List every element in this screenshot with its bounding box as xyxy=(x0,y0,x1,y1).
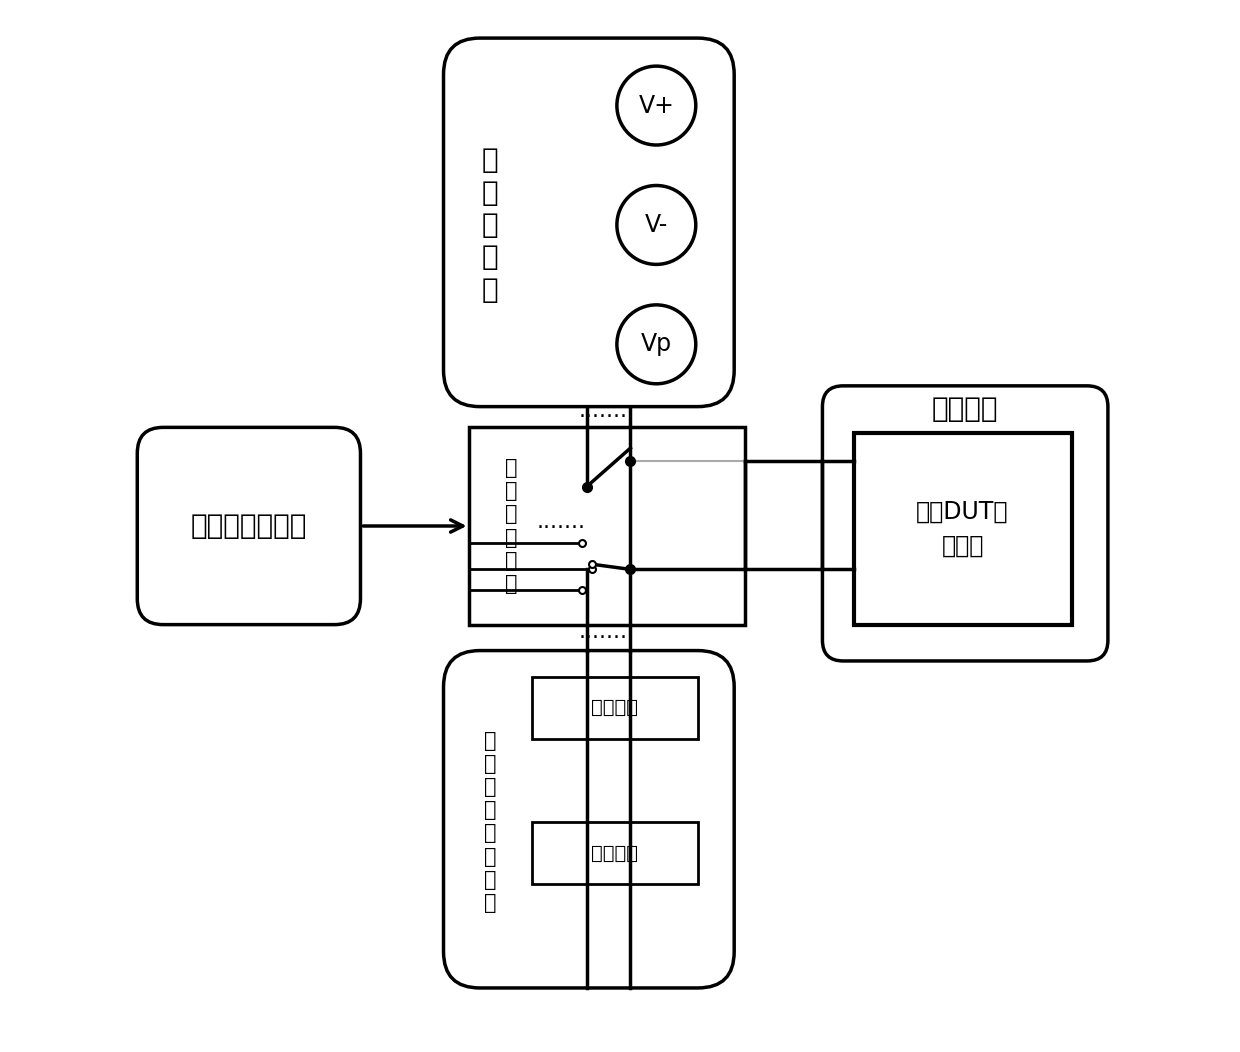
Text: V-: V- xyxy=(645,213,668,237)
Bar xyxy=(470,427,744,625)
Text: ·······: ······· xyxy=(537,518,585,538)
FancyBboxPatch shape xyxy=(822,386,1107,661)
Text: 高
速
电
子
开
关: 高 速 电 子 开 关 xyxy=(505,458,517,594)
Circle shape xyxy=(616,305,696,384)
Text: 高温烘箱: 高温烘箱 xyxy=(932,394,998,423)
Text: 若干DUT的
阵列板: 若干DUT的 阵列板 xyxy=(916,500,1009,558)
Text: 时序及逻辑控制: 时序及逻辑控制 xyxy=(191,512,308,540)
Text: V+: V+ xyxy=(639,94,675,118)
Bar xyxy=(853,432,1071,625)
Circle shape xyxy=(616,66,696,145)
Text: ·······: ······· xyxy=(579,407,627,427)
FancyBboxPatch shape xyxy=(138,427,361,625)
Text: ·······: ······· xyxy=(579,628,627,648)
Bar xyxy=(532,676,698,739)
Text: Vp: Vp xyxy=(641,332,672,357)
FancyBboxPatch shape xyxy=(444,650,734,988)
FancyBboxPatch shape xyxy=(444,38,734,407)
Bar xyxy=(532,822,698,884)
Text: 正向扫描: 正向扫描 xyxy=(591,699,639,717)
Text: 偏
置
电
压
源: 偏 置 电 压 源 xyxy=(482,146,498,304)
Circle shape xyxy=(616,185,696,264)
Text: 负向扫描: 负向扫描 xyxy=(591,844,639,863)
Text: 阈
值
电
压
检
测
模
块: 阈 值 电 压 检 测 模 块 xyxy=(484,731,496,913)
